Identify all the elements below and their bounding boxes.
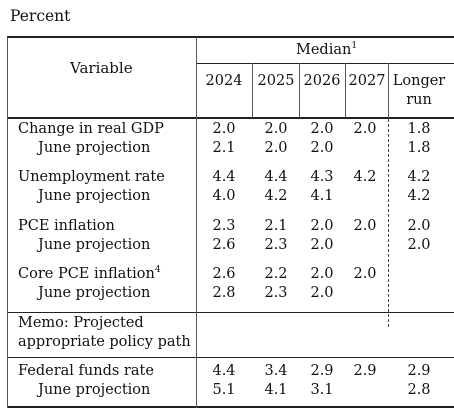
cell: 2.0	[310, 266, 334, 282]
cell: 2.6	[212, 266, 236, 282]
median-footnote: 1	[351, 41, 358, 51]
cell: 2.0	[310, 285, 334, 301]
cell-longer-run: 2.8	[407, 382, 431, 398]
median-header-text: Median	[296, 42, 352, 58]
cell: 2.0	[310, 121, 334, 137]
memo-line-1: Memo: Projected	[18, 315, 144, 331]
row-label-june-projection: June projection	[38, 237, 151, 253]
cell-longer-run: 2.9	[407, 363, 431, 379]
cell: 2.1	[212, 140, 236, 156]
row-label-unemployment-rate: Unemployment rate	[18, 169, 165, 185]
cell: 4.4	[264, 169, 288, 185]
col-2026-separator	[345, 63, 346, 118]
cell: 2.1	[264, 218, 288, 234]
col-2027-separator	[388, 63, 389, 118]
cell: 2.0	[264, 121, 288, 137]
cell: 4.1	[264, 382, 288, 398]
cell: 4.1	[310, 188, 334, 204]
cell: 2.3	[264, 285, 288, 301]
cell: 2.0	[264, 140, 288, 156]
variable-header: Variable	[70, 59, 133, 77]
year-header-2024: 2024	[205, 73, 243, 89]
memo-bottom-rule	[7, 357, 454, 358]
cell: 2.8	[212, 285, 236, 301]
cell-longer-run: 4.2	[407, 188, 431, 204]
median-rule	[196, 63, 454, 64]
row-label-june-projection: June projection	[38, 188, 151, 204]
row-label-federal-funds-rate: Federal funds rate	[18, 363, 154, 379]
row-label-pce-inflation: PCE inflation	[18, 218, 115, 234]
cell: 2.9	[310, 363, 334, 379]
cell: 2.2	[264, 266, 288, 282]
cell-longer-run: 2.0	[407, 218, 431, 234]
year-header-2027: 2027	[348, 73, 386, 89]
longer-run-dashed-divider	[388, 119, 389, 327]
row-label-core-pce-inflation: Core PCE inflation4	[18, 265, 161, 283]
cell: 4.4	[212, 363, 236, 379]
cell: 4.2	[353, 169, 377, 185]
cell: 2.0	[212, 121, 236, 137]
unit-label: Percent	[10, 7, 71, 25]
year-header-2026: 2026	[303, 73, 341, 89]
cell: 5.1	[212, 382, 236, 398]
cell: 3.1	[310, 382, 334, 398]
row-label-june-projection: June projection	[38, 285, 151, 301]
memo-top-rule	[7, 312, 454, 313]
left-border	[7, 37, 8, 408]
cell: 3.4	[264, 363, 288, 379]
cell: 2.0	[310, 237, 334, 253]
cell: 2.3	[264, 237, 288, 253]
memo-line-2: appropriate policy path	[18, 334, 191, 350]
core-pce-label-text: Core PCE inflation	[18, 266, 155, 282]
core-pce-footnote: 4	[154, 265, 161, 275]
longer-run-header-line2: run	[406, 92, 432, 108]
cell: 2.0	[310, 140, 334, 156]
row-label-june-projection: June projection	[38, 140, 151, 156]
cell: 4.0	[212, 188, 236, 204]
cell: 2.0	[353, 266, 377, 282]
cell: 2.0	[353, 218, 377, 234]
year-header-2025: 2025	[257, 73, 295, 89]
longer-run-header-line1: Longer	[392, 73, 446, 89]
cell: 2.0	[310, 218, 334, 234]
cell: 2.3	[212, 218, 236, 234]
cell: 4.3	[310, 169, 334, 185]
cell-longer-run: 4.2	[407, 169, 431, 185]
bottom-rule	[7, 406, 454, 408]
cell: 2.6	[212, 237, 236, 253]
cell-longer-run: 2.0	[407, 237, 431, 253]
median-header: Median1	[296, 41, 357, 59]
variable-separator	[196, 37, 197, 408]
cell: 2.9	[353, 363, 377, 379]
header-rule	[7, 117, 454, 119]
col-2024-separator	[252, 63, 253, 118]
cell: 2.0	[353, 121, 377, 137]
top-rule	[7, 36, 454, 38]
cell: 4.2	[264, 188, 288, 204]
cell-longer-run: 1.8	[407, 121, 431, 137]
col-2025-separator	[299, 63, 300, 118]
cell: 4.4	[212, 169, 236, 185]
row-label-real-gdp: Change in real GDP	[18, 121, 164, 137]
row-label-june-projection: June projection	[38, 382, 151, 398]
cell-longer-run: 1.8	[407, 140, 431, 156]
